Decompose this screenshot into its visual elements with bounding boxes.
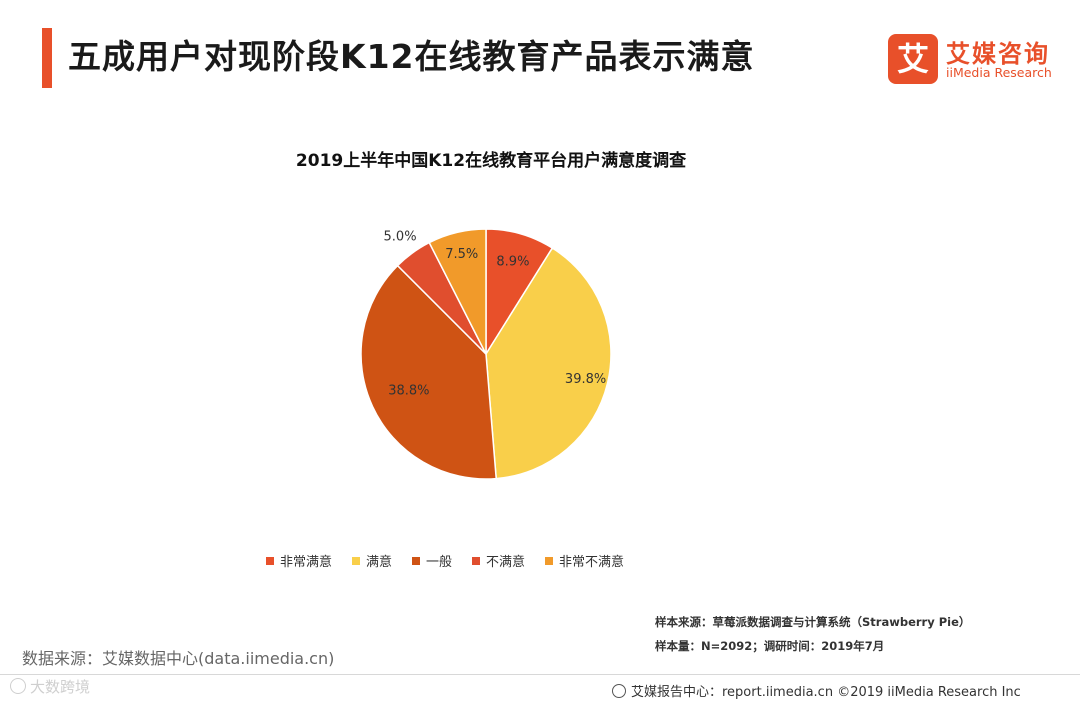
chart-legend: 非常满意 满意 一般 不满意 非常不满意 [0,551,890,570]
pie-label-4: 5.0% [384,230,417,245]
pie-label-1: 8.9% [496,254,529,269]
pie-label-3: 38.8% [388,384,429,399]
legend-label-4: 不满意 [486,555,526,570]
legend-item-1: 非常满意 [265,551,332,570]
footer-divider [0,674,1080,675]
footer-text: 艾媒报告中心：report.iimedia.cn ©2019 iiMedia R… [631,685,1021,700]
chart-title: 2019上半年中国K12在线教育平台用户满意度调查 [295,151,687,171]
legend-label-5: 非常不满意 [559,555,625,570]
iimedia-logo: 艾 艾媒咨询 iiMedia Research [888,34,1058,84]
legend-item-2: 满意 [351,551,392,570]
page-title: 五成用户对现阶段K12在线教育产品表示满意 [68,37,755,76]
pie-slice-5 [428,228,487,355]
legend-swatch-3 [411,556,420,565]
legend-label-3: 一般 [425,555,452,570]
watermark-text: 大数跨境 [30,678,91,696]
watermark: 大数跨境 [10,676,90,697]
sample-source-note: 样本来源：草莓派数据调查与计算系统（Strawberry Pie） [655,615,971,629]
pie-slice-3 [360,264,498,480]
logo-text-cn: 艾媒咨询 [946,40,1050,68]
legend-label-2: 满意 [365,555,392,570]
logo-text-en: iiMedia Research [946,65,1052,80]
footer: 艾媒报告中心：report.iimedia.cn ©2019 iiMedia R… [612,681,1021,700]
legend-item-3: 一般 [411,551,452,570]
title-accent-bar [42,28,52,88]
data-source: 数据来源：艾媒数据中心(data.iimedia.cn) [22,649,335,668]
legend-item-4: 不满意 [472,551,525,570]
globe-icon [612,684,626,698]
sample-size-note: 样本量：N=2092；调研时间：2019年7月 [655,639,885,653]
legend-swatch-5 [545,556,554,565]
pie-label-2: 39.8% [565,372,606,387]
legend-swatch-1 [265,556,274,565]
legend-item-5: 非常不满意 [545,551,624,570]
legend-swatch-4 [472,556,480,565]
watermark-icon [10,678,26,694]
pie-label-5: 7.5% [445,247,478,262]
pie-slice-2 [485,247,612,480]
logo-mark-icon: 艾 [888,34,938,84]
legend-swatch-2 [351,556,360,565]
legend-label-1: 非常满意 [279,555,332,570]
